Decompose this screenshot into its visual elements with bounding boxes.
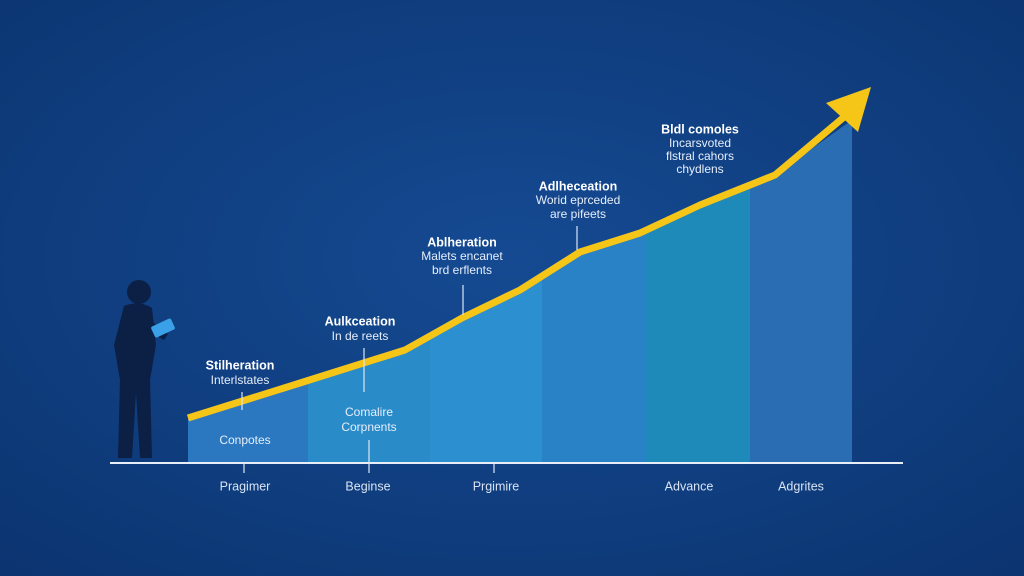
growth-line (186, 109, 853, 422)
segment-label: Corpnents (341, 420, 396, 434)
annotation-line: are pifeets (550, 207, 606, 221)
stage-label: Advance (665, 479, 714, 493)
tablet (151, 318, 175, 338)
annotation-title: Stilheration (206, 358, 275, 372)
segment-label: Conpotes (219, 433, 270, 447)
annotation-line: chydlens (676, 162, 723, 176)
annotation-line: Interlstates (211, 373, 270, 387)
annotation-line: Malets encanet (421, 249, 503, 263)
annotation-line: flstral cahors (666, 149, 734, 163)
annotation-line: brd erflents (432, 263, 492, 277)
annotation-title: Aulkceation (325, 314, 396, 328)
person-silhouette (114, 280, 168, 458)
annotation-title: Bldl comoles (661, 122, 739, 136)
annotation-line: Incarsvoted (669, 136, 731, 150)
annotation-title: Ablheration (427, 235, 496, 249)
segment-label: Comalire (345, 405, 393, 419)
stage-label: Prgimire (473, 479, 520, 493)
connectors (241, 226, 578, 473)
stage-label: Beginse (345, 479, 390, 493)
annotation-line: In de reets (332, 329, 389, 343)
arrow-head (826, 87, 871, 132)
stage-label: Pragimer (220, 479, 271, 493)
stage-label: Adgrites (778, 479, 824, 493)
annotation-title: Adlheceation (539, 179, 618, 193)
annotation-line: Worid eprceded (536, 193, 621, 207)
